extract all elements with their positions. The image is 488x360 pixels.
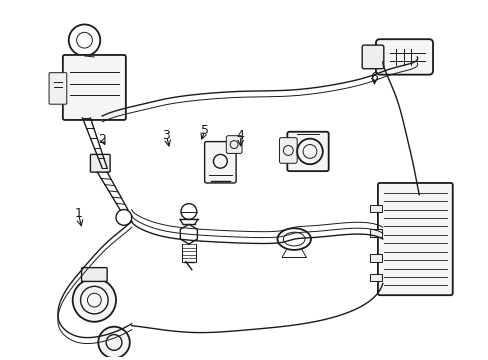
Text: 5: 5 — [201, 124, 208, 137]
Text: 6: 6 — [370, 71, 378, 84]
Circle shape — [73, 278, 116, 322]
Bar — [369, 254, 381, 262]
FancyBboxPatch shape — [90, 154, 110, 172]
FancyBboxPatch shape — [81, 267, 107, 282]
FancyBboxPatch shape — [49, 73, 67, 104]
FancyBboxPatch shape — [204, 141, 236, 183]
FancyBboxPatch shape — [226, 136, 242, 153]
Text: 4: 4 — [236, 129, 244, 142]
Bar — [369, 229, 381, 237]
Bar — [369, 204, 381, 212]
FancyBboxPatch shape — [279, 138, 297, 163]
FancyBboxPatch shape — [375, 39, 432, 75]
Bar — [369, 274, 381, 282]
Text: 3: 3 — [162, 129, 170, 142]
Text: 2: 2 — [99, 133, 106, 146]
FancyBboxPatch shape — [287, 132, 328, 171]
FancyBboxPatch shape — [377, 183, 452, 295]
FancyBboxPatch shape — [362, 45, 383, 69]
Text: 1: 1 — [74, 207, 82, 220]
Circle shape — [98, 327, 129, 358]
FancyBboxPatch shape — [63, 55, 125, 120]
